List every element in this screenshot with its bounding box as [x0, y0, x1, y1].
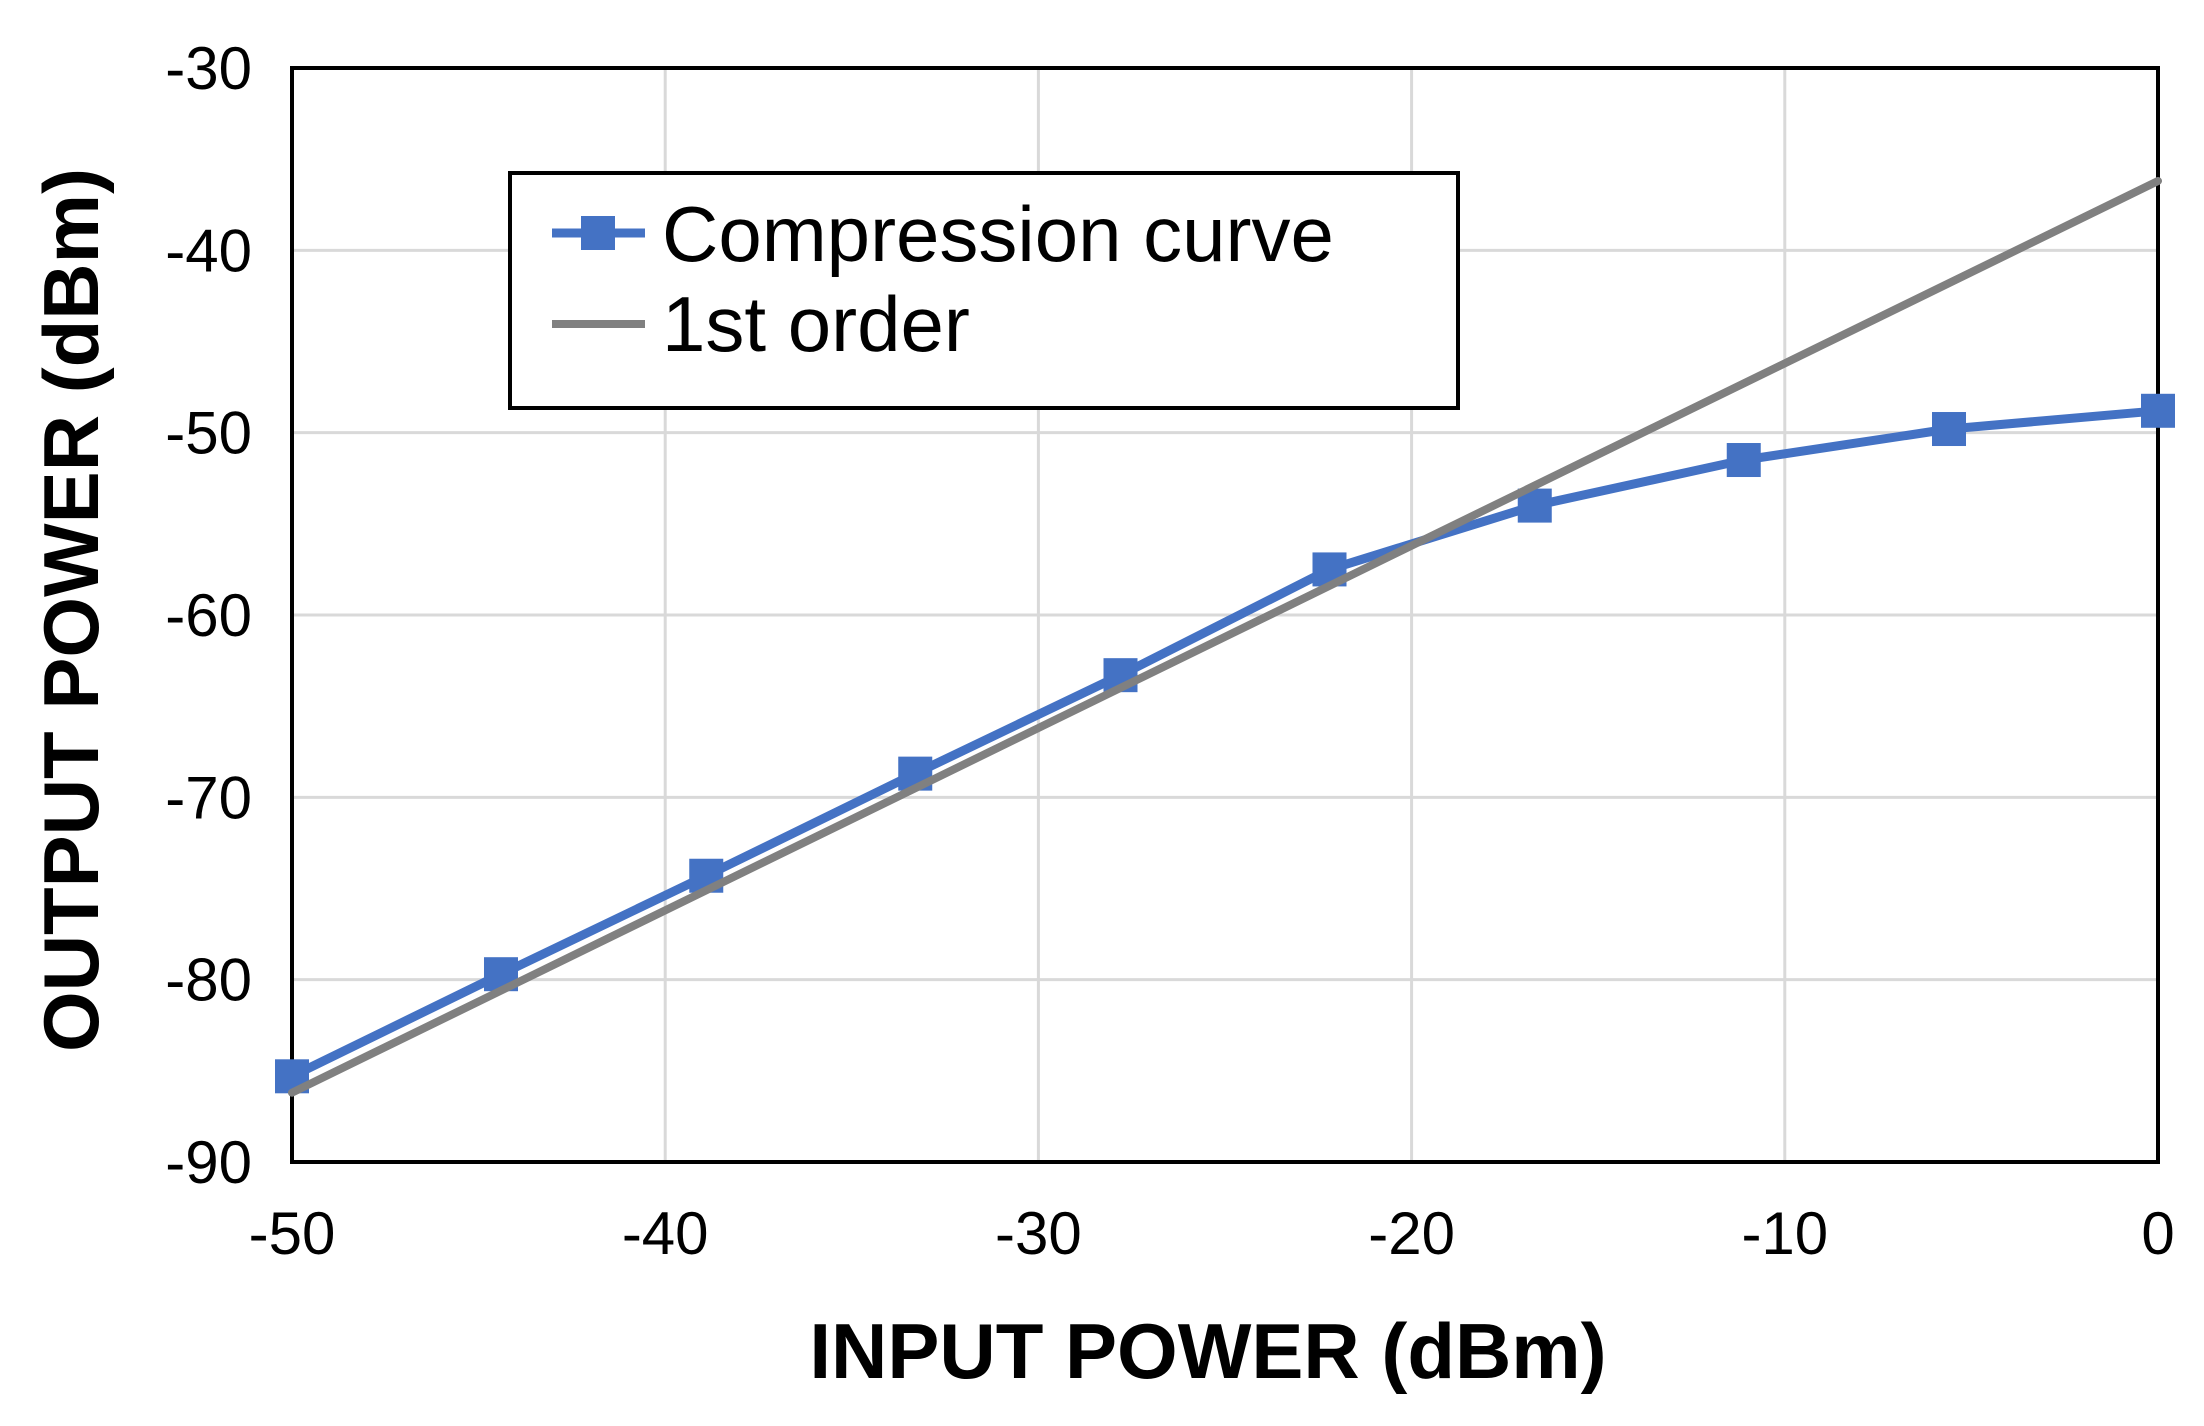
x-tick-label: -20: [1368, 1200, 1455, 1267]
series-layer: [275, 177, 2175, 1097]
x-tick-label: -10: [1741, 1200, 1828, 1267]
x-tick-labels: -50 -40 -30 -20 -10 0: [249, 1200, 2175, 1267]
x-tick-label: -40: [622, 1200, 709, 1267]
y-tick-label: -70: [165, 764, 252, 831]
series-line-1st-order: [288, 177, 2162, 1097]
y-tick-label: -30: [165, 35, 252, 102]
legend-label-compression-curve: Compression curve: [662, 190, 1334, 278]
series-line-compression-curve: [287, 406, 2163, 1081]
legend: Compression curve 1st order: [508, 171, 1460, 410]
x-tick-label: -50: [249, 1200, 336, 1267]
x-tick-label: 0: [2141, 1200, 2174, 1267]
y-tick-label: -80: [165, 947, 252, 1014]
y-tick-labels: -90 -80 -70 -60 -50 -40 -30: [165, 35, 252, 1196]
y-tick-label: -90: [165, 1129, 252, 1196]
plot-area-border: [290, 66, 2160, 1164]
y-tick-label: -60: [165, 582, 252, 649]
y-tick-label: -50: [165, 400, 252, 467]
legend-label-1st-order: 1st order: [662, 280, 970, 368]
y-axis-title: OUTPUT POWER (dBm): [27, 168, 115, 1052]
data-point-compression-curve: [1932, 412, 1967, 447]
data-point-compression-curve: [2141, 393, 2175, 428]
y-tick-label: -40: [165, 217, 252, 284]
x-tick-label: -30: [995, 1200, 1082, 1267]
data-point-compression-curve: [1726, 443, 1761, 478]
x-axis-title: INPUT POWER (dBm): [809, 1307, 1606, 1395]
legend-marker-compression-curve: [581, 216, 615, 250]
legend-box: [508, 171, 1460, 410]
